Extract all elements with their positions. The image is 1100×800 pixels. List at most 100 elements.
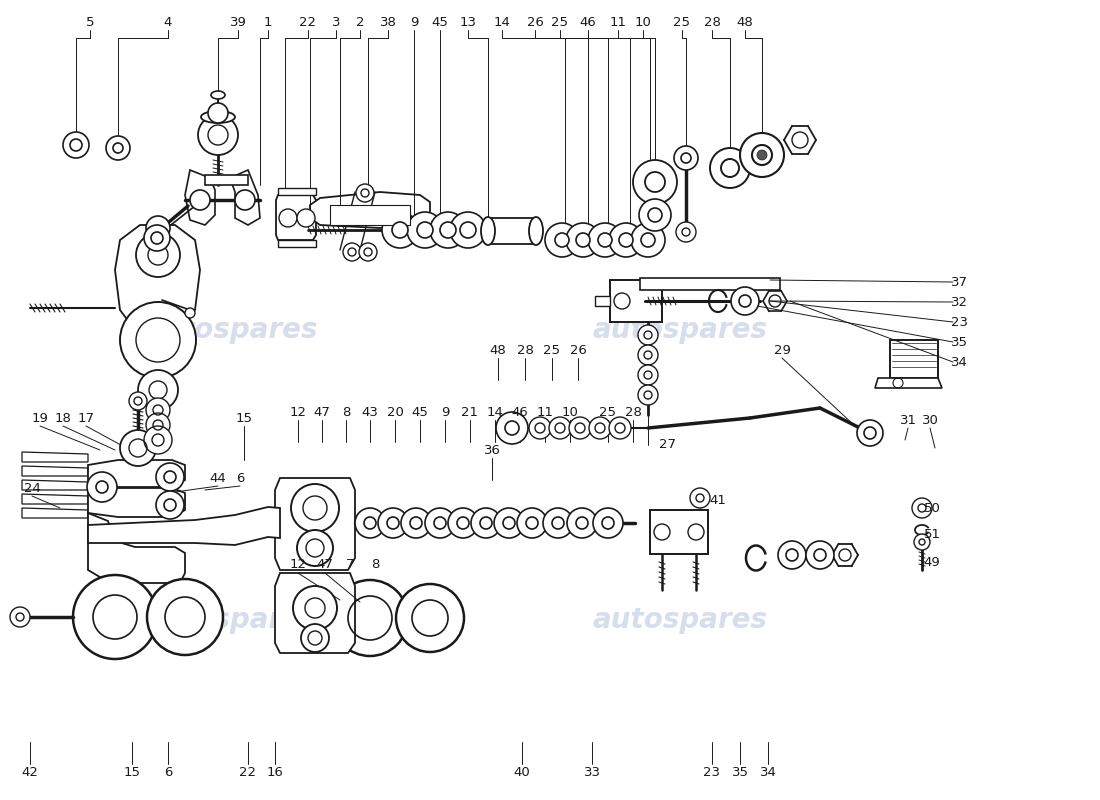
Circle shape <box>235 190 255 210</box>
Text: 10: 10 <box>635 15 651 29</box>
Polygon shape <box>275 478 355 570</box>
Circle shape <box>757 150 767 160</box>
Text: 10: 10 <box>562 406 579 418</box>
Polygon shape <box>205 175 248 185</box>
Circle shape <box>609 223 644 257</box>
Text: 27: 27 <box>660 438 676 451</box>
Text: 3: 3 <box>332 15 340 29</box>
Circle shape <box>494 508 524 538</box>
Circle shape <box>430 212 466 248</box>
Text: 24: 24 <box>23 482 41 494</box>
Circle shape <box>378 508 408 538</box>
Circle shape <box>566 508 597 538</box>
Text: 25: 25 <box>543 343 561 357</box>
Bar <box>488 218 536 244</box>
Circle shape <box>740 133 784 177</box>
Circle shape <box>645 172 665 192</box>
Text: 47: 47 <box>317 558 333 571</box>
Circle shape <box>146 398 170 422</box>
Circle shape <box>425 508 455 538</box>
Circle shape <box>63 132 89 158</box>
Circle shape <box>638 325 658 345</box>
Text: 15: 15 <box>123 766 141 778</box>
Circle shape <box>535 423 544 433</box>
Text: 31: 31 <box>900 414 916 426</box>
Circle shape <box>644 391 652 399</box>
Circle shape <box>556 423 565 433</box>
Text: 41: 41 <box>710 494 726 506</box>
Circle shape <box>609 417 631 439</box>
Circle shape <box>503 517 515 529</box>
Text: 13: 13 <box>460 15 476 29</box>
Text: 6: 6 <box>235 471 244 485</box>
Circle shape <box>343 243 361 261</box>
Text: 17: 17 <box>77 411 95 425</box>
Text: 22: 22 <box>240 766 256 778</box>
Circle shape <box>297 530 333 566</box>
Text: 26: 26 <box>570 343 586 357</box>
Circle shape <box>396 584 464 652</box>
Text: 25: 25 <box>673 15 691 29</box>
Circle shape <box>136 233 180 277</box>
Circle shape <box>292 484 339 532</box>
Circle shape <box>496 412 528 444</box>
Circle shape <box>10 607 30 627</box>
Text: autospares: autospares <box>593 316 768 344</box>
Text: 35: 35 <box>732 766 748 778</box>
Text: 48: 48 <box>737 15 754 29</box>
Polygon shape <box>22 452 88 462</box>
Circle shape <box>912 498 932 518</box>
Circle shape <box>156 463 184 491</box>
Circle shape <box>720 159 739 177</box>
Circle shape <box>619 233 632 247</box>
Polygon shape <box>278 240 316 247</box>
Polygon shape <box>278 188 316 195</box>
Circle shape <box>544 223 579 257</box>
Circle shape <box>505 421 519 435</box>
Bar <box>890 340 938 378</box>
Text: 45: 45 <box>411 406 428 418</box>
Text: 42: 42 <box>22 766 38 778</box>
Text: 35: 35 <box>952 335 968 349</box>
Circle shape <box>301 624 329 652</box>
Polygon shape <box>88 460 185 487</box>
Text: 7: 7 <box>345 558 354 571</box>
Circle shape <box>297 209 315 227</box>
Circle shape <box>434 517 446 529</box>
Polygon shape <box>88 507 280 545</box>
Text: 4: 4 <box>164 15 173 29</box>
Circle shape <box>120 430 156 466</box>
Text: 37: 37 <box>952 275 968 289</box>
Text: 9: 9 <box>410 15 418 29</box>
Polygon shape <box>116 225 200 415</box>
Text: 23: 23 <box>704 766 720 778</box>
Text: 22: 22 <box>299 15 317 29</box>
Circle shape <box>106 136 130 160</box>
Circle shape <box>359 243 377 261</box>
Circle shape <box>402 508 431 538</box>
Circle shape <box>517 508 547 538</box>
Polygon shape <box>275 573 355 653</box>
Circle shape <box>864 427 876 439</box>
Text: 5: 5 <box>86 15 95 29</box>
Circle shape <box>631 223 666 257</box>
Text: 25: 25 <box>551 15 569 29</box>
Circle shape <box>566 223 600 257</box>
Text: 32: 32 <box>952 295 968 309</box>
Text: 36: 36 <box>484 443 500 457</box>
Circle shape <box>778 541 806 569</box>
Text: 26: 26 <box>527 15 543 29</box>
Text: 12: 12 <box>289 406 307 418</box>
Circle shape <box>752 145 772 165</box>
Circle shape <box>392 222 408 238</box>
Circle shape <box>552 517 564 529</box>
Text: 39: 39 <box>230 15 246 29</box>
Circle shape <box>638 385 658 405</box>
Text: 19: 19 <box>32 411 48 425</box>
Text: eurospares: eurospares <box>142 606 318 634</box>
Text: 8: 8 <box>371 558 380 571</box>
Circle shape <box>293 586 337 630</box>
Circle shape <box>857 420 883 446</box>
Circle shape <box>450 212 486 248</box>
Bar <box>650 510 708 554</box>
